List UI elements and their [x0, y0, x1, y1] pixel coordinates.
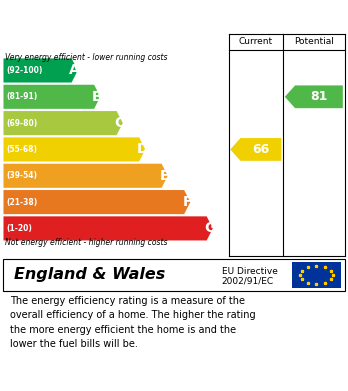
- Text: (39-54): (39-54): [6, 171, 37, 180]
- Text: (69-80): (69-80): [6, 118, 38, 127]
- Text: Potential: Potential: [294, 37, 334, 46]
- Polygon shape: [3, 164, 168, 188]
- Text: A: A: [69, 63, 80, 77]
- Polygon shape: [230, 138, 282, 161]
- Text: (55-68): (55-68): [6, 145, 37, 154]
- Text: (92-100): (92-100): [6, 66, 42, 75]
- Text: 66: 66: [252, 143, 270, 156]
- Text: Very energy efficient - lower running costs: Very energy efficient - lower running co…: [5, 53, 168, 62]
- Text: F: F: [182, 195, 192, 209]
- Text: (1-20): (1-20): [6, 224, 32, 233]
- Text: 2002/91/EC: 2002/91/EC: [222, 276, 274, 285]
- Text: C: C: [114, 116, 125, 130]
- Text: Current: Current: [239, 37, 273, 46]
- Text: E: E: [160, 169, 169, 183]
- Text: Energy Efficiency Rating: Energy Efficiency Rating: [73, 9, 275, 23]
- Bar: [292, 262, 341, 289]
- Text: 81: 81: [310, 90, 327, 103]
- Polygon shape: [3, 216, 213, 240]
- Text: (81-91): (81-91): [6, 92, 38, 101]
- Polygon shape: [3, 58, 78, 83]
- Polygon shape: [3, 111, 123, 135]
- Polygon shape: [3, 137, 145, 161]
- Text: England & Wales: England & Wales: [14, 267, 165, 283]
- Text: D: D: [136, 142, 148, 156]
- Text: Not energy efficient - higher running costs: Not energy efficient - higher running co…: [5, 238, 168, 247]
- Text: G: G: [204, 221, 215, 235]
- Polygon shape: [3, 85, 100, 109]
- Text: (21-38): (21-38): [6, 197, 38, 206]
- Text: B: B: [92, 90, 103, 104]
- Polygon shape: [285, 85, 343, 108]
- Text: The energy efficiency rating is a measure of the
overall efficiency of a home. T: The energy efficiency rating is a measur…: [10, 296, 256, 349]
- Polygon shape: [3, 190, 190, 214]
- Text: EU Directive: EU Directive: [222, 267, 278, 276]
